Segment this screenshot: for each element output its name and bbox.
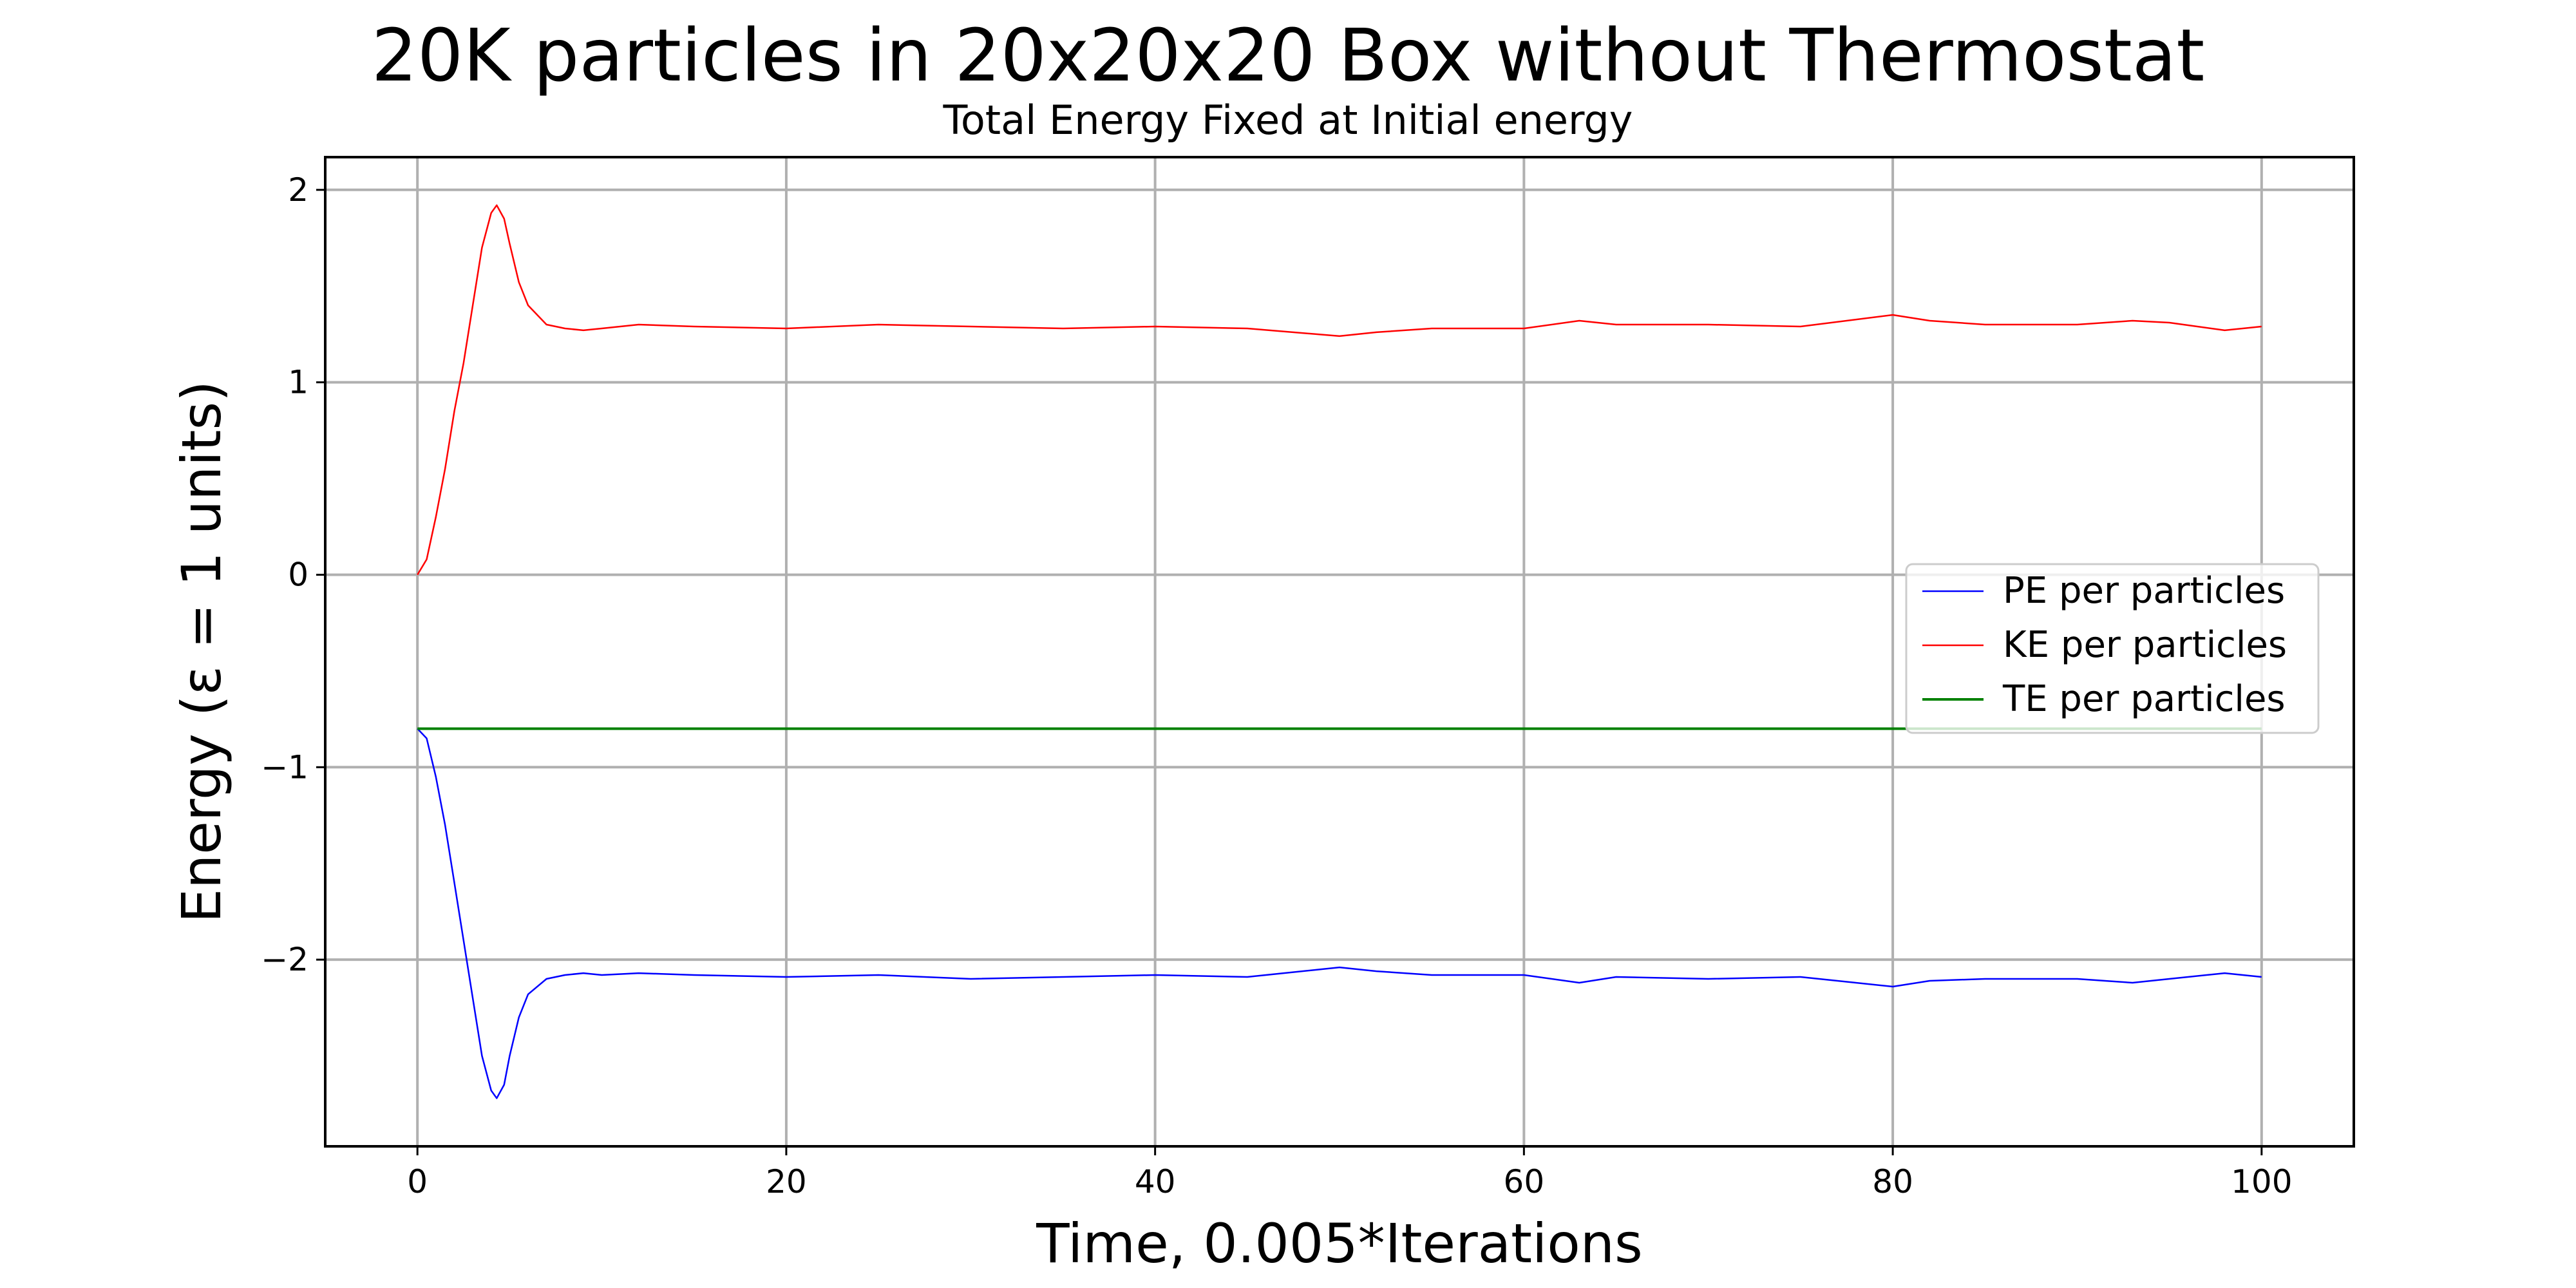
x-tick-label: 60 — [1504, 1163, 1545, 1200]
axis-ticks: 0 20 40 60 80 100 −2 −1 0 1 2 — [261, 171, 2292, 1200]
y-tick-label: 1 — [288, 364, 308, 401]
chart-subtitle: Total Energy Fixed at Initial energy — [943, 97, 1633, 144]
chart-title: 20K particles in 20x20x20 Box without Th… — [371, 14, 2205, 98]
legend-label: KE per particles — [2003, 624, 2287, 666]
y-tick-label: 2 — [288, 171, 308, 209]
x-tick-label: 80 — [1872, 1163, 1913, 1200]
y-tick-label: 0 — [288, 556, 308, 593]
y-tick-label: −1 — [261, 748, 308, 786]
legend: PE per particles KE per particles TE per p… — [1905, 563, 2320, 734]
y-axis-label: Energy (ε = 1 units) — [170, 381, 233, 923]
series-line-0 — [417, 728, 2262, 1099]
series-line-1 — [417, 204, 2262, 576]
x-tick-label: 100 — [2231, 1163, 2292, 1200]
legend-label: PE per particles — [2003, 570, 2285, 612]
legend-label: TE per particles — [2002, 678, 2286, 720]
x-tick-label: 40 — [1135, 1163, 1176, 1200]
x-axis-label: Time, 0.005*Iterations — [1036, 1212, 1643, 1275]
x-tick-label: 20 — [766, 1163, 807, 1200]
x-tick-label: 0 — [407, 1163, 428, 1200]
plot-frame — [324, 156, 2355, 1148]
y-tick-label: −2 — [261, 941, 308, 978]
legend-box — [1905, 563, 2320, 734]
